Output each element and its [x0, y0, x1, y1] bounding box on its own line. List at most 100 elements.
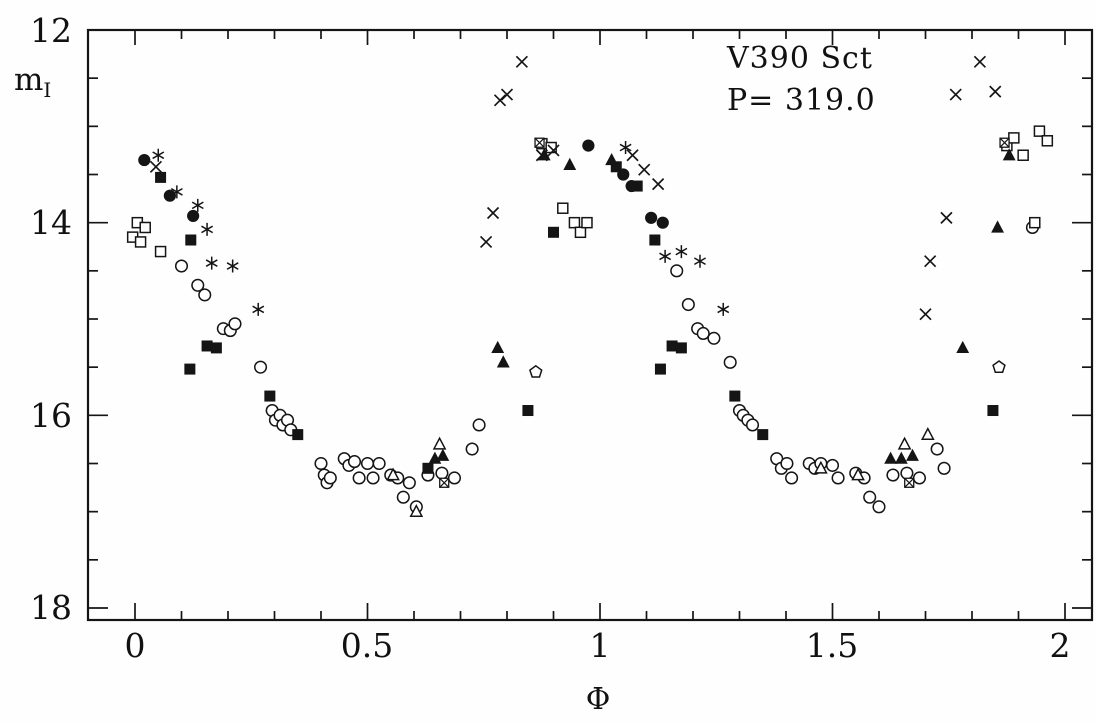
- marker-open-circle: [780, 456, 794, 471]
- marker-cross: [500, 88, 514, 101]
- marker-filled-circle: [645, 211, 658, 224]
- marker-asterisk: [252, 302, 265, 316]
- marker-cross: [949, 88, 962, 101]
- marker-open-triangle: [851, 467, 865, 481]
- marker-cross: [515, 55, 528, 68]
- marker-filled-triangle: [884, 451, 898, 464]
- x-tick-label-1: 1: [589, 626, 611, 665]
- marker-crossed-square: [534, 137, 545, 148]
- marker-asterisk: [201, 222, 214, 236]
- marker-cross: [479, 235, 493, 249]
- y-axis-title: mI: [14, 62, 51, 102]
- marker-asterisk: [619, 141, 632, 155]
- marker-pentagon: [992, 360, 1006, 373]
- marker-filled-triangle: [1002, 148, 1016, 161]
- marker-filled-triangle: [491, 340, 505, 353]
- marker-cross: [989, 85, 1002, 98]
- marker-filled-square: [422, 462, 434, 474]
- marker-open-square: [154, 245, 167, 258]
- marker-open-circle: [360, 456, 375, 471]
- marker-cross: [919, 308, 932, 321]
- marker-filled-circle: [656, 216, 669, 229]
- marker-open-square: [1029, 216, 1041, 229]
- marker-filled-square: [987, 405, 999, 417]
- marker-open-circle: [191, 278, 205, 292]
- marker-filled-triangle: [956, 340, 970, 353]
- marker-filled-square: [675, 342, 687, 354]
- marker-open-circle: [681, 298, 695, 312]
- marker-crossed-square: [904, 477, 915, 488]
- marker-cross: [973, 55, 987, 68]
- marker-open-square: [574, 226, 587, 239]
- y-tick-label-12: 12: [30, 11, 72, 50]
- marker-open-triangle: [920, 426, 935, 440]
- x-tick-label-2: 2: [1049, 626, 1071, 665]
- marker-open-square: [1041, 135, 1054, 147]
- marker-open-circle: [253, 360, 268, 374]
- marker-open-circle: [872, 500, 886, 514]
- x-tick-label-0_5: 0.5: [340, 626, 394, 665]
- marker-filled-triangle: [605, 152, 619, 166]
- marker-open-circle: [863, 490, 877, 504]
- x-tick-label-0: 0: [124, 626, 146, 665]
- marker-open-square: [1033, 125, 1046, 137]
- marker-open-square: [134, 236, 147, 248]
- marker-filled-square: [210, 342, 222, 354]
- marker-open-circle: [912, 471, 927, 485]
- marker-open-circle: [323, 471, 337, 485]
- marker-open-circle: [831, 471, 845, 485]
- marker-cross: [626, 149, 639, 162]
- marker-open-circle: [465, 442, 479, 456]
- x-axis-title: Φ: [585, 682, 611, 717]
- marker-open-square: [1008, 132, 1020, 144]
- marker-crossed-square: [999, 137, 1010, 148]
- marker-asterisk: [226, 259, 239, 273]
- marker-filled-square: [522, 405, 534, 417]
- y-tick-label-16: 16: [30, 396, 72, 435]
- marker-open-triangle: [409, 504, 424, 518]
- marker-open-circle: [900, 466, 914, 480]
- marker-filled-circle: [582, 139, 595, 152]
- star-annotation: V390 Sct P= 319.0: [727, 38, 876, 122]
- marker-open-circle: [825, 458, 840, 472]
- marker-open-circle: [745, 418, 760, 432]
- marker-open-square: [557, 202, 569, 214]
- marker-open-circle: [707, 331, 721, 345]
- marker-open-circle: [670, 264, 684, 278]
- marker-open-circle: [372, 456, 386, 471]
- marker-open-triangle: [432, 436, 447, 450]
- marker-open-circle: [402, 476, 416, 490]
- star-name: V390 Sct: [727, 41, 873, 76]
- marker-open-circle: [198, 288, 212, 302]
- marker-cross: [149, 160, 163, 173]
- marker-crossed-square: [439, 477, 450, 488]
- plot-frame: [86, 28, 1094, 622]
- marker-filled-triangle: [537, 148, 551, 161]
- marker-open-square: [1017, 149, 1029, 161]
- marker-filled-square: [184, 363, 196, 375]
- marker-filled-circle: [163, 189, 176, 202]
- marker-asterisk: [675, 245, 688, 259]
- star-period: P= 319.0: [727, 83, 876, 118]
- marker-filled-square: [548, 226, 559, 238]
- marker-open-square: [581, 216, 593, 229]
- marker-pentagon: [529, 364, 543, 378]
- marker-cross: [486, 206, 500, 220]
- marker-filled-square: [264, 390, 276, 402]
- marker-asterisk: [717, 302, 730, 316]
- x-tick-label-1_5: 1.5: [805, 626, 859, 665]
- marker-cross: [547, 144, 560, 157]
- marker-open-square: [139, 221, 151, 234]
- marker-asterisk: [205, 256, 218, 270]
- marker-asterisk: [170, 185, 183, 199]
- y-axis-title-main: m: [14, 62, 44, 98]
- marker-filled-triangle: [991, 220, 1005, 233]
- marker-filled-square: [654, 363, 666, 375]
- marker-filled-circle: [187, 209, 200, 223]
- marker-cross: [638, 163, 651, 176]
- marker-filled-circle: [625, 179, 638, 193]
- marker-cross: [940, 211, 953, 224]
- marker-filled-triangle: [894, 451, 908, 464]
